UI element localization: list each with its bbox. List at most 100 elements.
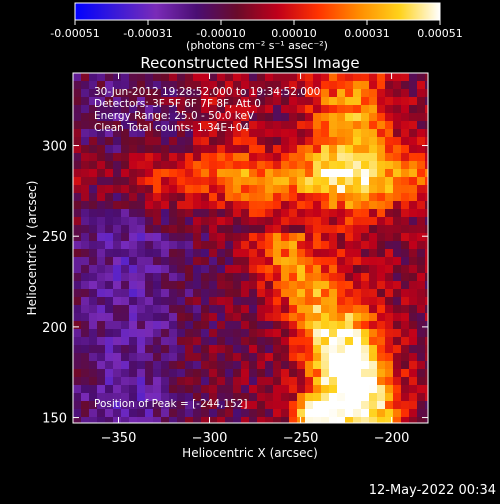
heatmap-cell [113,137,122,146]
heatmap-cell [153,89,162,98]
heatmap-cell [249,129,258,138]
heatmap-cell [377,361,386,370]
heatmap-cell [193,385,202,394]
heatmap-cell [281,105,290,114]
heatmap-cell [89,241,98,250]
heatmap-cell [281,265,290,274]
heatmap-cell [345,89,354,98]
heatmap-cell [401,97,410,106]
heatmap-cell [121,281,130,290]
heatmap-cell [337,289,346,298]
heatmap-cell [281,361,290,370]
heatmap-cell [201,129,210,138]
heatmap-cell [81,369,90,378]
heatmap-cell [329,393,338,402]
annotation-time-range: 30-Jun-2012 19:28:52.000 to 19:34:52.000 [94,86,320,98]
heatmap-cell [241,105,250,114]
heatmap-cell [409,289,418,298]
heatmap-cell [105,297,114,306]
heatmap-cell [281,89,290,98]
heatmap-cell [281,201,290,210]
heatmap-cell [361,177,370,186]
heatmap-cell [113,241,122,250]
heatmap-cell [145,137,154,146]
heatmap-cell [273,393,282,402]
heatmap-cell [265,393,274,402]
heatmap-cell [225,225,234,234]
heatmap-cell [217,105,226,114]
heatmap-cell [113,361,122,370]
heatmap-cell [233,73,242,82]
heatmap-cell [137,273,146,282]
heatmap-cell [97,233,106,242]
heatmap-cell [369,97,378,106]
heatmap-cell [313,201,322,210]
heatmap-cell [313,73,322,82]
heatmap-cell [113,393,122,402]
heatmap-cell [121,121,130,130]
heatmap-cell [353,369,362,378]
heatmap-cell [89,257,98,266]
heatmap-cell [337,313,346,322]
heatmap-cell [329,201,338,210]
heatmap-cell [201,241,210,250]
heatmap-cell [249,393,258,402]
heatmap-cell [193,113,202,122]
heatmap-cell [377,169,386,178]
heatmap-cell [401,369,410,378]
heatmap-cell [105,241,114,250]
heatmap-cell [297,281,306,290]
heatmap-cell [369,257,378,266]
heatmap-cell [345,105,354,114]
heatmap-cell [209,73,218,82]
heatmap-cell [161,401,170,410]
heatmap-cell [225,385,234,394]
heatmap-cell [177,265,186,274]
heatmap-cell [145,257,154,266]
heatmap-cell [273,289,282,298]
heatmap-cell [345,217,354,226]
heatmap-cell [409,153,418,162]
heatmap-cell [265,361,274,370]
heatmap-cell [233,337,242,346]
heatmap-cell [129,129,138,138]
heatmap-cell [201,409,210,418]
heatmap-cell [401,385,410,394]
heatmap-cell [233,417,242,423]
heatmap-cell [81,401,90,410]
heatmap-cell [377,401,386,410]
heatmap-cell [393,129,402,138]
heatmap-cell [361,137,370,146]
heatmap-cell [217,361,226,370]
heatmap-cell [225,137,234,146]
heatmap-cell [297,201,306,210]
heatmap-cell [321,81,330,90]
heatmap-cell [361,113,370,122]
heatmap-cell [329,241,338,250]
heatmap-cell [345,81,354,90]
heatmap-cell [129,145,138,154]
heatmap-cell [393,289,402,298]
heatmap-cell [169,153,178,162]
heatmap-cell [169,105,178,114]
heatmap-cell [345,305,354,314]
heatmap-cell [321,145,330,154]
heatmap-cell [369,217,378,226]
heatmap-cell [409,97,418,106]
heatmap-cell [225,305,234,314]
heatmap-cell [393,185,402,194]
heatmap-cell [225,281,234,290]
heatmap-cell [345,73,354,82]
heatmap-cell [249,249,258,258]
heatmap-cell [305,177,314,186]
heatmap-cell [377,233,386,242]
heatmap-cell [105,233,114,242]
heatmap-cell [89,297,98,306]
heatmap-cell [409,249,418,258]
heatmap-cell [105,81,114,90]
heatmap-cell [265,105,274,114]
heatmap-cell [225,81,234,90]
heatmap-cell [273,257,282,266]
heatmap-cell [73,217,82,226]
heatmap-cell [177,273,186,282]
